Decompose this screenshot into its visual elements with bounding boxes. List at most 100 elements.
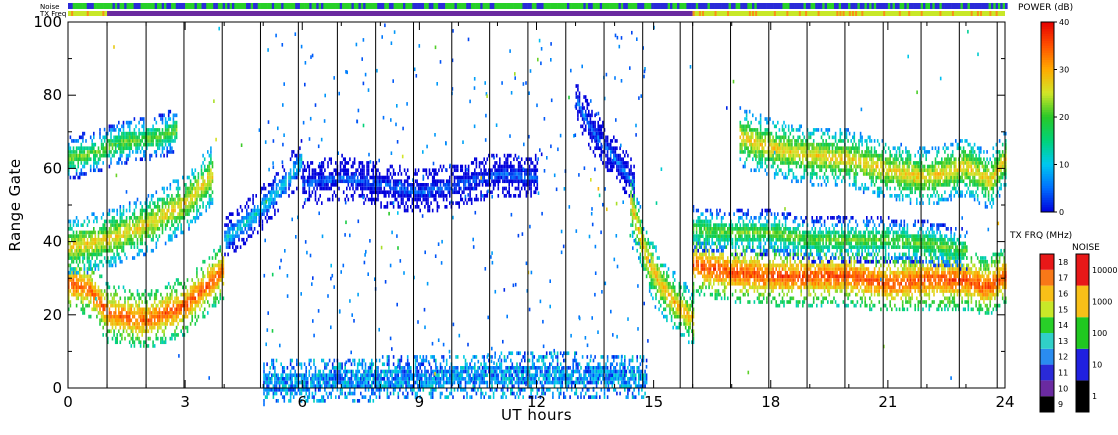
- echo-cell: [100, 314, 103, 319]
- echo-cell: [144, 212, 147, 216]
- echo-cell: [319, 186, 321, 191]
- echo-cell: [403, 183, 406, 187]
- echo-cell: [742, 270, 745, 275]
- noise-strip-segment: [283, 3, 287, 9]
- echo-cell: [192, 186, 195, 191]
- echo-cell: [244, 241, 247, 246]
- echo-cell: [169, 117, 172, 121]
- echo-cell: [208, 205, 211, 209]
- txfreq-strip-speckle: [836, 11, 839, 16]
- echo-cell: [638, 219, 640, 224]
- echo-cell: [111, 237, 114, 242]
- echo-cell: [128, 234, 131, 238]
- echo-cell: [72, 175, 75, 180]
- echo-cell: [475, 157, 478, 162]
- echo-cell: [180, 212, 182, 216]
- echo-cell: [141, 131, 143, 136]
- echo-cell: [508, 194, 510, 198]
- echo-cell: [192, 296, 195, 301]
- echo-cell: [578, 95, 581, 99]
- echo-cell: [659, 289, 662, 293]
- echo-cell: [203, 292, 206, 297]
- echo-cell: [222, 256, 225, 260]
- echo-cell: [399, 190, 401, 195]
- echo-cell: [719, 270, 721, 275]
- echo-cell: [650, 292, 653, 297]
- echo-cell: [728, 267, 731, 271]
- echo-cell: [96, 314, 98, 319]
- echo-cell: [366, 172, 368, 176]
- echo-cell: [431, 175, 434, 180]
- echo-cell: [445, 205, 448, 209]
- echo-cell: [122, 142, 125, 147]
- echo-cell: [199, 205, 201, 209]
- echo-cell: [108, 142, 111, 147]
- noise-strip-segment: [843, 3, 847, 9]
- echo-cell: [155, 128, 158, 132]
- echo-cell: [741, 289, 743, 293]
- echo-cell: [108, 139, 111, 143]
- noise-strip-segment: [976, 3, 980, 9]
- echo-cell: [102, 142, 104, 147]
- echo-cell: [383, 175, 386, 180]
- echo-cell: [167, 131, 170, 136]
- noise-strip-segment: [852, 3, 856, 9]
- echo-cell: [158, 322, 161, 326]
- echo-cell: [128, 142, 131, 147]
- echo-cell: [716, 292, 718, 297]
- echo-cell: [272, 197, 275, 202]
- echo-cell: [463, 183, 465, 187]
- noise-strip-segment: [562, 3, 565, 9]
- echo-cell: [158, 219, 161, 224]
- echo-cell: [438, 186, 440, 191]
- echo-cell: [152, 135, 154, 140]
- echo-cell: [727, 270, 729, 275]
- noise-strip-segment: [934, 3, 938, 9]
- txfreq-strip-speckle: [692, 11, 695, 16]
- echo-cell: [306, 161, 309, 165]
- echo-cell: [196, 318, 198, 323]
- echo-cell: [672, 289, 674, 293]
- noise-strip-segment: [374, 3, 378, 9]
- noise-strip-segment: [798, 3, 802, 9]
- noise-strip-segment: [536, 3, 540, 9]
- echo-cell: [642, 241, 645, 246]
- echo-cell: [624, 164, 626, 169]
- echo-cell: [125, 135, 128, 140]
- echo-cell: [392, 186, 395, 191]
- echo-cell: [202, 311, 204, 315]
- noise-strip-segment: [780, 3, 783, 9]
- noise-strip-segment: [691, 3, 694, 9]
- echo-cell: [391, 175, 393, 180]
- echo-cell: [88, 245, 90, 249]
- echo-cell: [166, 285, 168, 290]
- echo-cell: [581, 124, 584, 129]
- echo-cell: [631, 216, 634, 220]
- echo-cell: [153, 212, 156, 216]
- echo-cell: [210, 153, 212, 158]
- noise-strip-segment: [672, 3, 676, 9]
- echo-cell: [478, 179, 481, 184]
- echo-cell: [211, 201, 214, 205]
- echo-cell: [91, 212, 93, 216]
- echo-cell: [731, 270, 734, 275]
- echo-cell: [317, 164, 320, 169]
- echo-cell: [371, 186, 373, 191]
- echo-cell: [719, 263, 721, 268]
- echo-cell: [191, 300, 193, 304]
- echo-cell: [684, 325, 687, 330]
- echo-cell: [100, 168, 103, 173]
- echo-cell: [620, 157, 623, 162]
- echo-cell: [166, 153, 168, 158]
- echo-cell: [135, 146, 137, 151]
- echo-cell: [128, 124, 131, 129]
- echo-cell: [124, 234, 126, 238]
- echo-cell: [80, 285, 83, 290]
- echo-cell: [91, 289, 93, 293]
- echo-cell: [692, 307, 695, 312]
- noise-strip-segment: [637, 3, 640, 9]
- echo-cell: [153, 150, 156, 154]
- echo-cell: [702, 252, 704, 257]
- echo-cell: [271, 201, 273, 205]
- echo-cell: [172, 208, 175, 213]
